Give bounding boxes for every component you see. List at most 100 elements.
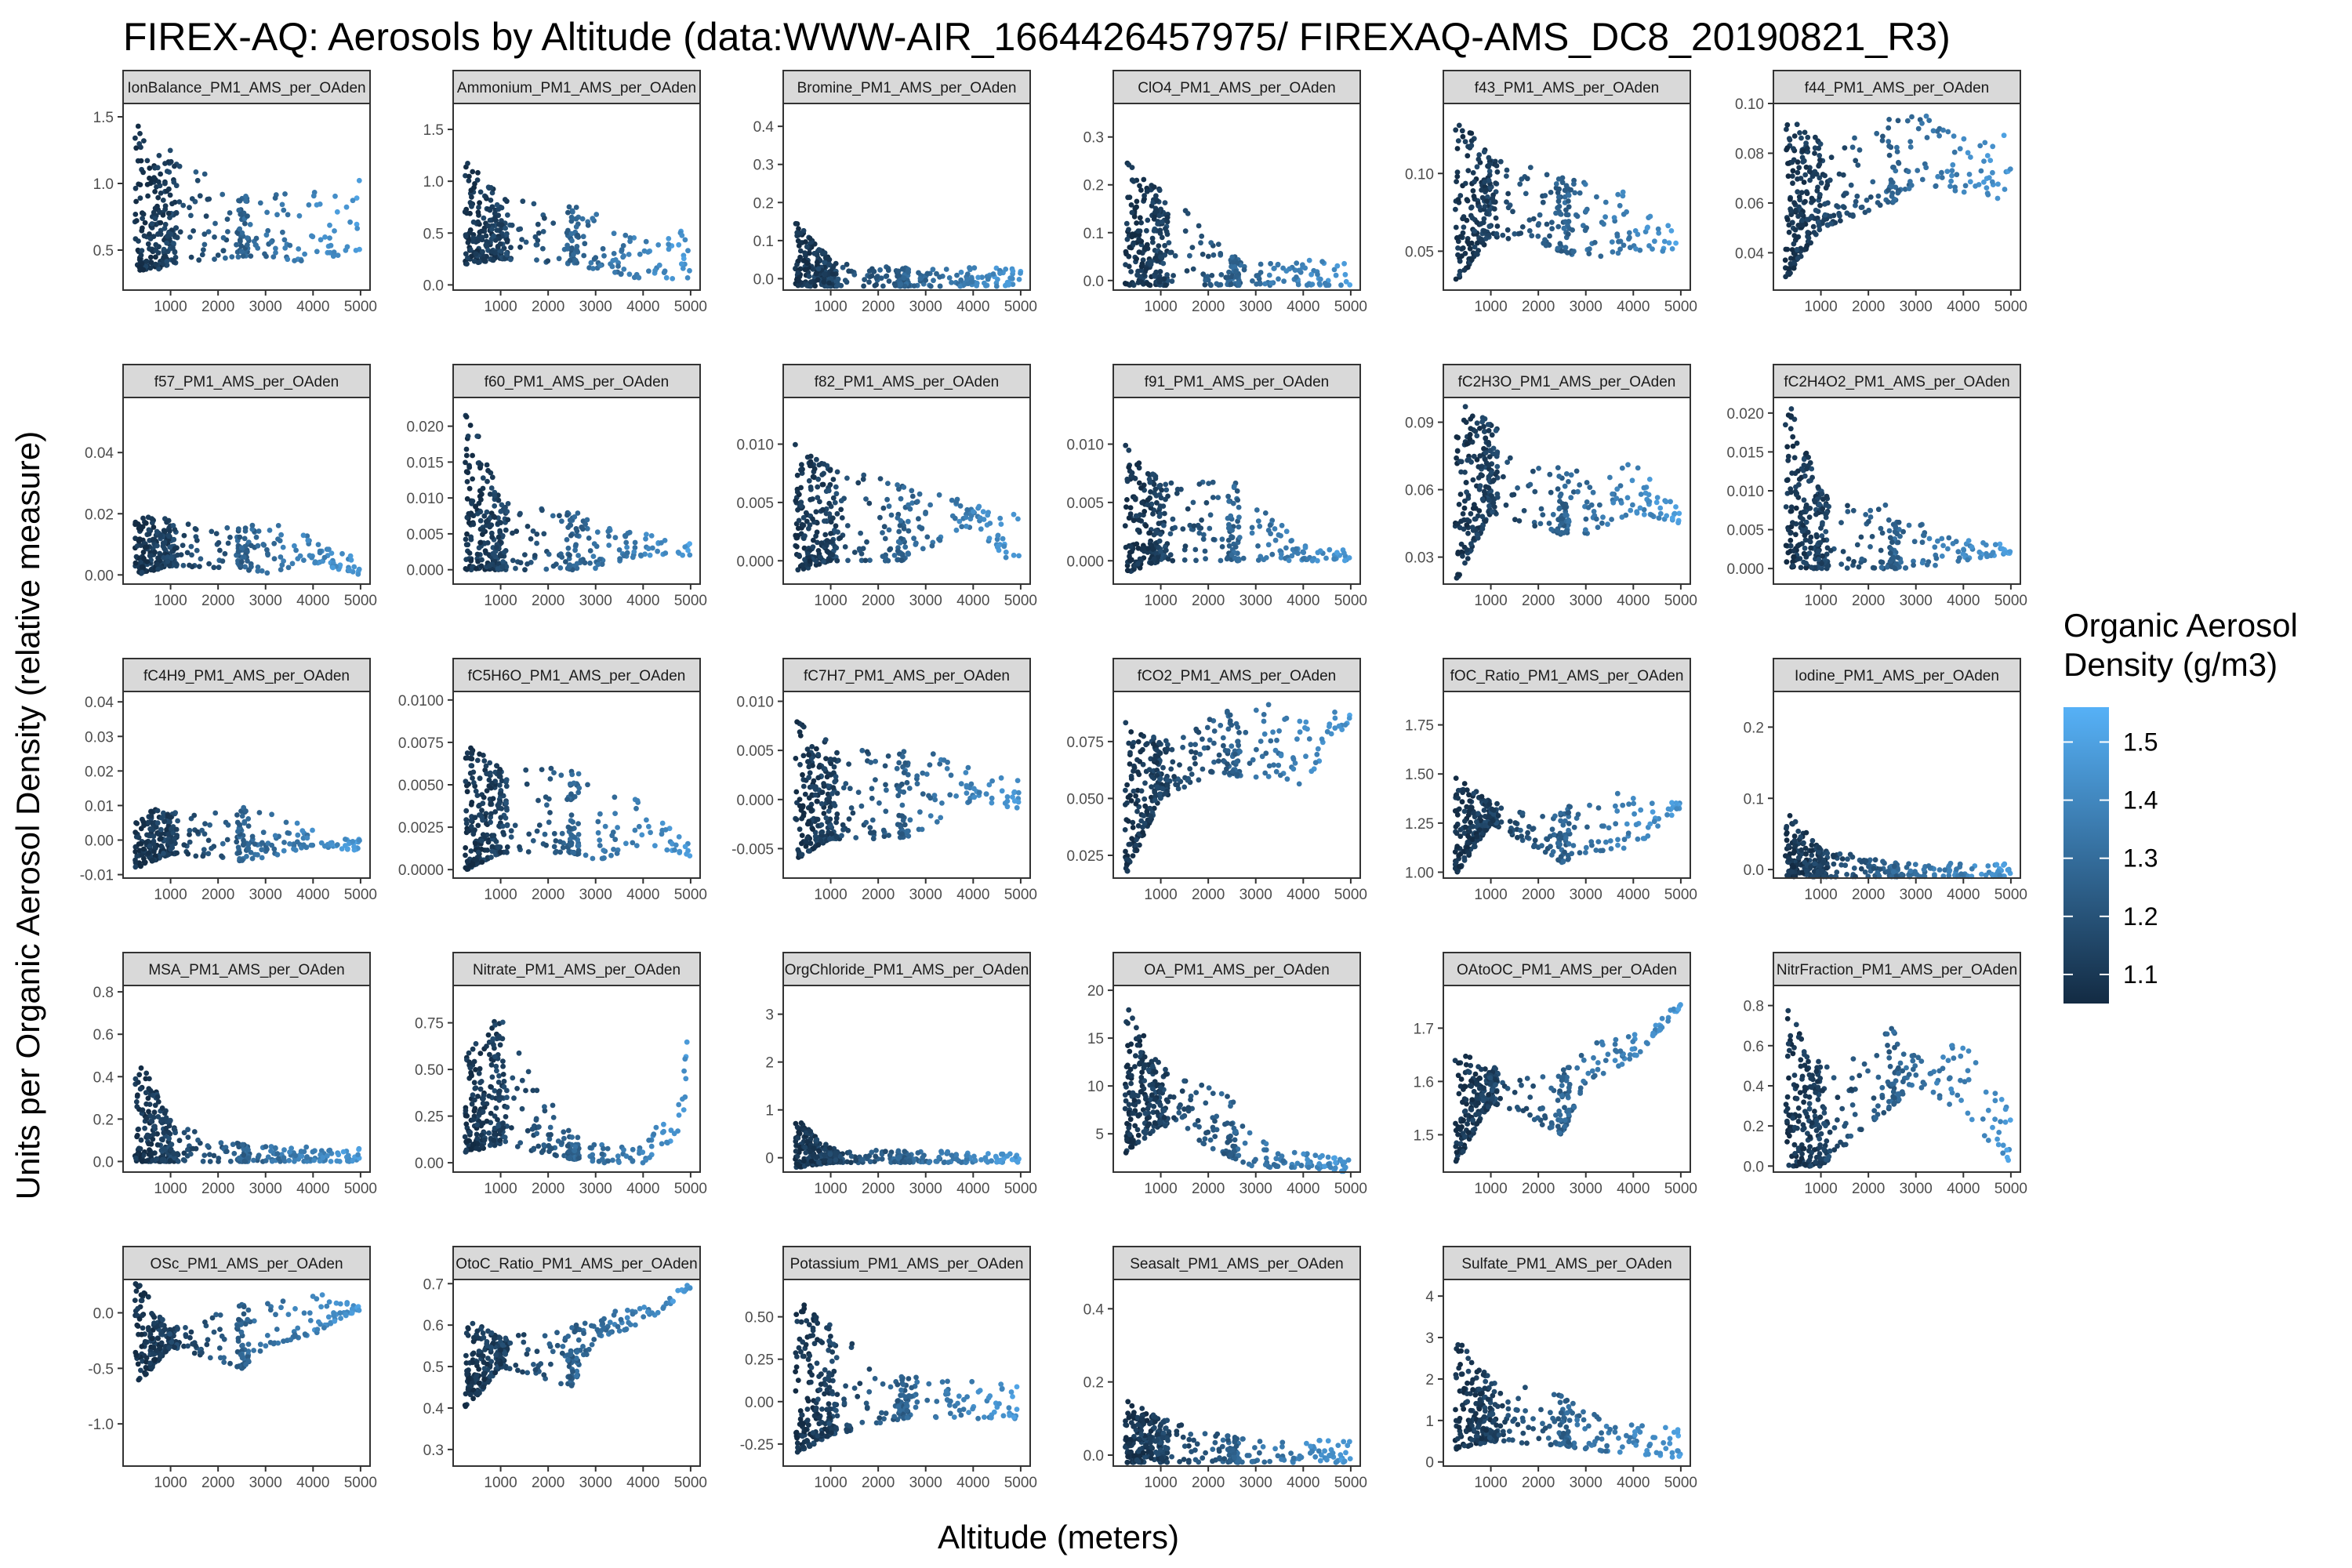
facet-strip-label: fC2H3O_PM1_AMS_per_OAden [1458, 374, 1676, 390]
data-point [1455, 138, 1461, 144]
data-point [220, 234, 227, 241]
data-point [136, 264, 143, 270]
data-point [1936, 132, 1943, 139]
data-point [1885, 199, 1891, 205]
data-point [470, 521, 477, 528]
data-point [215, 252, 221, 258]
data-point [877, 267, 883, 273]
data-point [488, 185, 494, 191]
data-point [1208, 240, 1214, 245]
data-point [1817, 539, 1824, 546]
data-point [1570, 249, 1577, 255]
data-point [1199, 233, 1205, 239]
data-point [1512, 230, 1518, 237]
data-point [1152, 486, 1159, 492]
data-point [655, 242, 662, 248]
data-point [1895, 554, 1901, 561]
x-tick-label: 1000 [484, 593, 517, 609]
data-point [264, 846, 270, 852]
data-point [895, 548, 901, 554]
data-point [1138, 220, 1144, 226]
data-point [165, 831, 171, 837]
data-point [504, 844, 510, 850]
data-point [1470, 188, 1476, 194]
x-tick-label: 5000 [1334, 299, 1367, 315]
data-point [1788, 414, 1794, 420]
data-point [1486, 497, 1492, 503]
data-point [1172, 524, 1178, 531]
x-tick-label: 2000 [1522, 593, 1555, 609]
data-point [308, 842, 314, 848]
data-point [612, 535, 619, 541]
data-point [1474, 433, 1480, 439]
data-point [161, 246, 167, 252]
data-point [152, 216, 158, 222]
data-point [901, 275, 907, 281]
data-point [885, 481, 891, 486]
data-point [1563, 471, 1570, 477]
data-point [1122, 523, 1128, 529]
data-point [1160, 260, 1167, 267]
data-point [272, 195, 278, 201]
data-point [483, 242, 489, 249]
data-point [191, 228, 197, 234]
data-point [1818, 525, 1824, 531]
data-point [330, 564, 336, 571]
data-point [949, 280, 954, 285]
data-point [1483, 187, 1489, 193]
data-point [1527, 481, 1534, 488]
data-point [1202, 281, 1208, 288]
data-point [169, 201, 175, 207]
data-point [145, 819, 151, 826]
data-point [463, 233, 469, 239]
data-point [1930, 128, 1936, 134]
data-point [2007, 549, 2013, 554]
data-point [659, 540, 664, 546]
data-point [1637, 505, 1643, 511]
data-point [593, 255, 599, 261]
data-point [1164, 272, 1170, 278]
y-tick-label: 0.010 [406, 491, 444, 507]
data-points [462, 161, 692, 281]
data-point [144, 559, 150, 564]
data-point [924, 534, 931, 540]
data-point [1315, 271, 1320, 278]
data-point [199, 252, 205, 258]
data-point [1504, 167, 1510, 173]
data-point [1669, 515, 1675, 521]
data-point [1863, 512, 1869, 517]
data-point [1879, 530, 1886, 536]
data-point [1300, 556, 1306, 561]
data-point [141, 822, 147, 829]
data-point [1153, 193, 1159, 199]
data-point [1489, 470, 1494, 475]
data-point [1296, 267, 1302, 274]
data-point [1788, 196, 1793, 202]
data-point [679, 232, 685, 238]
data-point [236, 207, 242, 213]
data-point [1965, 150, 1971, 156]
data-point [346, 567, 352, 572]
data-point [587, 548, 593, 554]
data-point [1784, 559, 1790, 565]
data-point [1557, 493, 1563, 499]
x-tick-label: 5000 [1664, 593, 1697, 609]
data-point [522, 552, 528, 557]
data-point [158, 231, 164, 238]
data-point [571, 252, 576, 257]
data-point [655, 548, 660, 554]
data-point [1948, 178, 1955, 184]
data-point [1150, 471, 1156, 477]
data-point [517, 560, 524, 566]
facet-strip-label: fC5H6O_PM1_AMS_per_OAden [468, 668, 686, 684]
data-point [243, 198, 249, 204]
data-point [492, 492, 498, 499]
data-point [152, 549, 158, 555]
data-point [1811, 230, 1817, 235]
data-point [148, 254, 154, 260]
data-point [1128, 473, 1134, 479]
data-point [924, 270, 931, 277]
data-point [1199, 517, 1204, 523]
data-point [873, 274, 880, 281]
